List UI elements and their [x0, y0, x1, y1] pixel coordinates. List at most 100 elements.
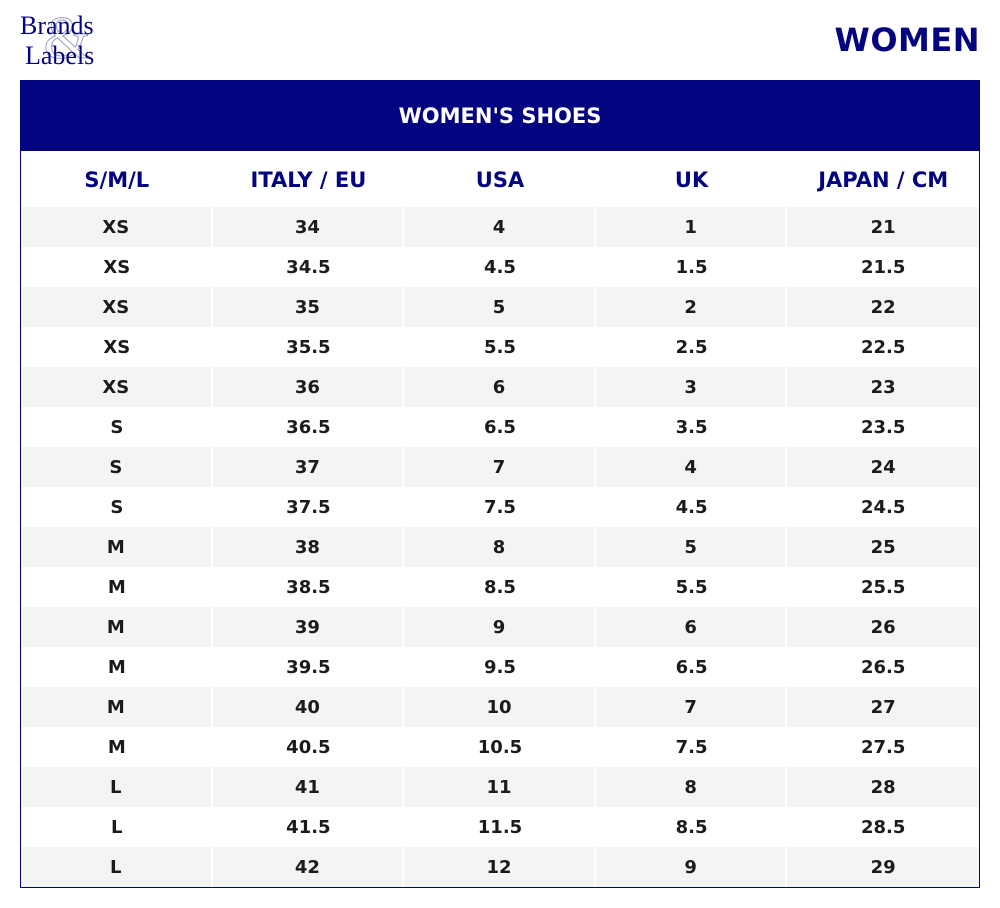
- table-header-row: S/M/L ITALY / EU USA UK JAPAN / CM: [21, 151, 979, 207]
- table-cell: 36.5: [212, 407, 405, 447]
- table-row: M 39 9 6 26: [21, 607, 979, 647]
- table-row: S 36.5 6.5 3.5 23.5: [21, 407, 979, 447]
- table-cell: 42: [212, 847, 405, 887]
- table-cell: 9.5: [404, 647, 596, 687]
- table-cell: 26.5: [787, 647, 979, 687]
- table-row: XS 34 4 1 21: [21, 207, 979, 247]
- table-cell: 24.5: [787, 487, 979, 527]
- table-cell: 8.5: [595, 807, 788, 847]
- table-row: L 41 11 8 28: [21, 767, 979, 807]
- table-row: XS 36 6 3 23: [21, 367, 979, 407]
- table-cell: 41: [212, 767, 405, 807]
- table-cell: 4: [595, 447, 788, 487]
- table-cell: 4.5: [404, 247, 596, 287]
- table-cell: XS: [21, 207, 213, 247]
- table-cell: 28.5: [787, 807, 979, 847]
- column-header: ITALY / EU: [250, 168, 367, 192]
- table-cell: 12: [404, 847, 596, 887]
- table-cell: 10.5: [404, 727, 596, 767]
- table-cell: XS: [21, 367, 213, 407]
- column-header: USA: [475, 168, 525, 192]
- table-cell: 37.5: [212, 487, 405, 527]
- table-title: WOMEN'S SHOES: [21, 81, 979, 151]
- brand-logo: & Brands Labels: [20, 6, 120, 70]
- table-cell: 11: [404, 767, 596, 807]
- table-cell: 39: [212, 607, 405, 647]
- table-cell: L: [21, 847, 213, 887]
- table-cell: 1.5: [595, 247, 788, 287]
- table-cell: 5.5: [595, 567, 788, 607]
- table-cell: XS: [21, 287, 213, 327]
- table-cell: 36: [212, 367, 405, 407]
- column-header: S/M/L: [84, 168, 150, 192]
- table-row: L 41.5 11.5 8.5 28.5: [21, 807, 979, 847]
- table-row: S 37.5 7.5 4.5 24.5: [21, 487, 979, 527]
- table-cell: 6.5: [595, 647, 788, 687]
- table-cell: 11.5: [404, 807, 596, 847]
- table-cell: 4: [404, 207, 596, 247]
- table-cell: 6: [404, 367, 596, 407]
- table-cell: 3.5: [595, 407, 788, 447]
- table-cell: 23: [787, 367, 979, 407]
- svg-text:Brands: Brands: [20, 11, 94, 40]
- table-cell: 10: [404, 687, 596, 727]
- table-cell: 27.5: [787, 727, 979, 767]
- column-header: JAPAN / CM: [818, 168, 949, 192]
- table-cell: M: [21, 727, 213, 767]
- table-cell: S: [21, 447, 213, 487]
- table-cell: 4.5: [595, 487, 788, 527]
- table-cell: 34.5: [212, 247, 405, 287]
- table-cell: 8: [404, 527, 596, 567]
- table-cell: 41.5: [212, 807, 405, 847]
- table-cell: 27: [787, 687, 979, 727]
- svg-text:&: &: [44, 6, 91, 70]
- table-row: L 42 12 9 29: [21, 847, 979, 887]
- table-cell: 6: [595, 607, 788, 647]
- table-cell: XS: [21, 247, 213, 287]
- table-cell: 26: [787, 607, 979, 647]
- table-cell: 28: [787, 767, 979, 807]
- table-cell: 22: [787, 287, 979, 327]
- table-cell: 38: [212, 527, 405, 567]
- table-cell: 21: [787, 207, 979, 247]
- table-cell: M: [21, 647, 213, 687]
- size-chart-table: WOMEN'S SHOES S/M/L ITALY / EU USA UK JAPAN …: [20, 80, 980, 888]
- table-body: XS 34 4 1 21 XS 34.5 4.5 1.5 21.5 XS 35 5 2 22 XS 35.5 5.…: [21, 207, 979, 887]
- table-cell: 7: [404, 447, 596, 487]
- table-cell: 35.5: [212, 327, 405, 367]
- table-cell: 8: [595, 767, 788, 807]
- table-cell: 3: [595, 367, 788, 407]
- table-cell: 9: [404, 607, 596, 647]
- table-row: S 37 7 4 24: [21, 447, 979, 487]
- table-cell: 7.5: [595, 727, 788, 767]
- table-row: XS 35.5 5.5 2.5 22.5: [21, 327, 979, 367]
- table-row: M 40 10 7 27: [21, 687, 979, 727]
- table-cell: 39.5: [212, 647, 405, 687]
- table-cell: 2: [595, 287, 788, 327]
- table-row: M 38.5 8.5 5.5 25.5: [21, 567, 979, 607]
- table-cell: 34: [212, 207, 405, 247]
- svg-text:Labels: Labels: [25, 41, 94, 70]
- table-cell: M: [21, 607, 213, 647]
- table-cell: 40.5: [212, 727, 405, 767]
- table-row: XS 34.5 4.5 1.5 21.5: [21, 247, 979, 287]
- table-row: M 40.5 10.5 7.5 27.5: [21, 727, 979, 767]
- table-cell: 40: [212, 687, 405, 727]
- table-cell: 38.5: [212, 567, 405, 607]
- table-cell: 29: [787, 847, 979, 887]
- table-cell: S: [21, 487, 213, 527]
- table-cell: 37: [212, 447, 405, 487]
- table-cell: 25.5: [787, 567, 979, 607]
- table-row: M 39.5 9.5 6.5 26.5: [21, 647, 979, 687]
- table-cell: M: [21, 527, 213, 567]
- table-cell: 24: [787, 447, 979, 487]
- table-cell: 35: [212, 287, 405, 327]
- table-row: M 38 8 5 25: [21, 527, 979, 567]
- table-cell: 1: [595, 207, 788, 247]
- table-cell: S: [21, 407, 213, 447]
- column-header: UK: [674, 168, 709, 192]
- table-cell: 6.5: [404, 407, 596, 447]
- table-cell: L: [21, 807, 213, 847]
- table-cell: 22.5: [787, 327, 979, 367]
- table-cell: 5: [404, 287, 596, 327]
